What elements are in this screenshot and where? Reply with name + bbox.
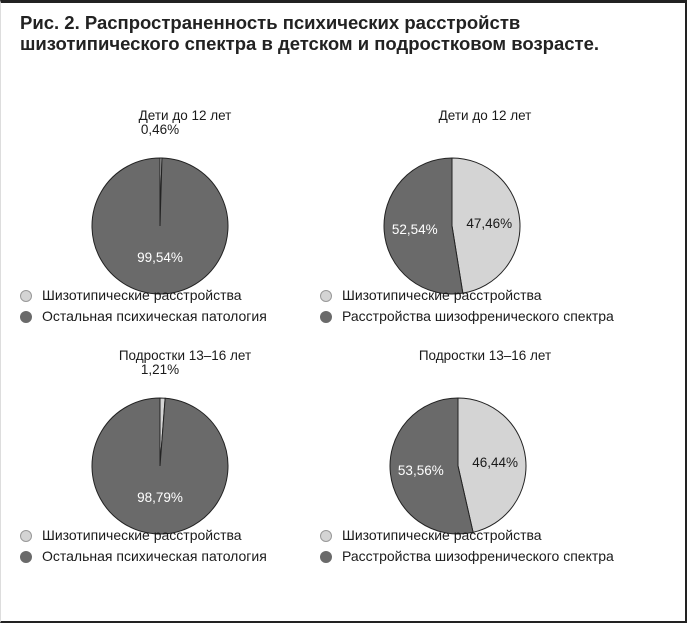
slice-value-label: 98,79% xyxy=(137,490,183,505)
pie-panel-teens-spectrum: Подростки 13–16 лет 46,44% 53,56% Шизотип… xyxy=(320,348,650,578)
pie-chart: 47,46% 52,54% xyxy=(383,157,521,295)
legend-item: Остальная психическая патология xyxy=(20,306,267,327)
pie-slice-other xyxy=(91,157,229,295)
legend-label: Шизотипические расстройства xyxy=(42,287,242,303)
legend: Шизотипические расстройства Остальная пс… xyxy=(20,525,267,567)
legend-label: Расстройства шизофренического спектра xyxy=(342,548,614,564)
legend-label: Шизотипические расстройства xyxy=(342,287,542,303)
legend-swatch-dark xyxy=(20,551,32,563)
pie-panel-children-spectrum: Дети до 12 лет 47,46% 52,54% Шизотипическ… xyxy=(320,108,650,338)
chart-title: Дети до 12 лет xyxy=(138,108,232,123)
legend-swatch-light xyxy=(20,530,32,542)
legend: Шизотипические расстройства Расстройства… xyxy=(320,525,614,567)
pie-slice-other xyxy=(383,157,464,295)
chart-title: Подростки 13–16 лет xyxy=(418,348,552,363)
pie-chart: 1,21% 98,79% xyxy=(91,362,229,535)
legend-label: Шизотипические расстройства xyxy=(42,527,242,543)
slice-value-label: 53,56% xyxy=(398,463,444,478)
legend-swatch-dark xyxy=(320,311,332,323)
legend-swatch-light xyxy=(320,290,332,302)
legend-swatch-dark xyxy=(20,311,32,323)
slice-value-label: 46,44% xyxy=(472,455,518,470)
legend-item: Расстройства шизофренического спектра xyxy=(320,306,614,327)
pie-panel-teens-total: Подростки 13–16 лет 1,21% 98,79% Шизотипи… xyxy=(20,348,350,578)
legend-swatch-light xyxy=(20,290,32,302)
pie-slice-schizotypal xyxy=(457,397,527,533)
legend-item: Расстройства шизофренического спектра xyxy=(320,546,614,567)
legend-swatch-dark xyxy=(320,551,332,563)
slice-value-label: 0,46% xyxy=(141,122,179,137)
pie-panel-children-total: Дети до 12 лет 0,46% 99,54% Шизотипически… xyxy=(20,108,350,338)
legend-label: Остальная психическая патология xyxy=(42,308,267,324)
legend-item: Шизотипические расстройства xyxy=(20,525,267,546)
legend-label: Расстройства шизофренического спектра xyxy=(342,308,614,324)
legend-item: Остальная психическая патология xyxy=(20,546,267,567)
pie-chart: 0,46% 99,54% xyxy=(91,122,229,295)
legend: Шизотипические расстройства Остальная пс… xyxy=(20,285,267,327)
legend-label: Остальная психическая патология xyxy=(42,548,267,564)
chart-title: Подростки 13–16 лет xyxy=(118,348,252,363)
legend-swatch-light xyxy=(320,530,332,542)
slice-value-label: 1,21% xyxy=(141,362,179,377)
slice-value-label: 47,46% xyxy=(466,216,512,231)
pie-slice-other xyxy=(91,397,229,535)
slice-value-label: 52,54% xyxy=(392,222,438,237)
legend-item: Шизотипические расстройства xyxy=(320,525,614,546)
figure-title: Рис. 2. Распространенность психических р… xyxy=(20,12,600,54)
pie-chart: 46,44% 53,56% xyxy=(389,397,527,535)
slice-value-label: 99,54% xyxy=(137,250,183,265)
pie-slice-other xyxy=(389,397,474,535)
legend-item: Шизотипические расстройства xyxy=(320,285,614,306)
legend: Шизотипические расстройства Расстройства… xyxy=(320,285,614,327)
legend-label: Шизотипические расстройства xyxy=(342,527,542,543)
chart-title: Дети до 12 лет xyxy=(438,108,532,123)
legend-item: Шизотипические расстройства xyxy=(20,285,267,306)
pie-slice-schizotypal xyxy=(451,157,521,294)
